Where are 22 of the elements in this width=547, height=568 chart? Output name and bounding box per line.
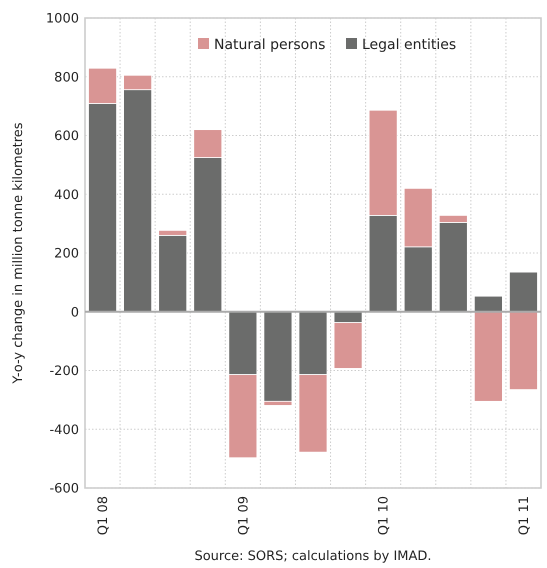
legend-label: Natural persons	[214, 36, 326, 53]
y-tick-label: 200	[54, 246, 79, 262]
y-tick-label: 600	[54, 129, 79, 144]
bar	[263, 311, 292, 402]
y-tick-label: -200	[49, 364, 79, 380]
y-tick-label: 800	[54, 70, 79, 86]
y-axis-title: Y-o-y change in million tonne kilometres	[11, 122, 26, 385]
x-tick-label: Q1 08	[96, 496, 112, 536]
y-tick-label: -600	[49, 482, 79, 497]
y-tick-label: -400	[49, 422, 79, 438]
x-tick-label: Q1 09	[236, 496, 252, 536]
x-tick-label: Q1 11	[517, 496, 532, 536]
bar	[509, 272, 538, 312]
source-note: Source: SORS; calculations by IMAD.	[194, 549, 432, 564]
y-tick-label: 1000	[46, 12, 79, 27]
y-tick-label: 0	[70, 305, 79, 320]
legend-label: Legal entities	[362, 36, 456, 53]
bar	[509, 311, 538, 390]
bar	[474, 296, 503, 312]
bar	[474, 311, 503, 402]
y-tick-label: 400	[54, 188, 79, 203]
x-tick-label: Q1 10	[376, 496, 392, 536]
